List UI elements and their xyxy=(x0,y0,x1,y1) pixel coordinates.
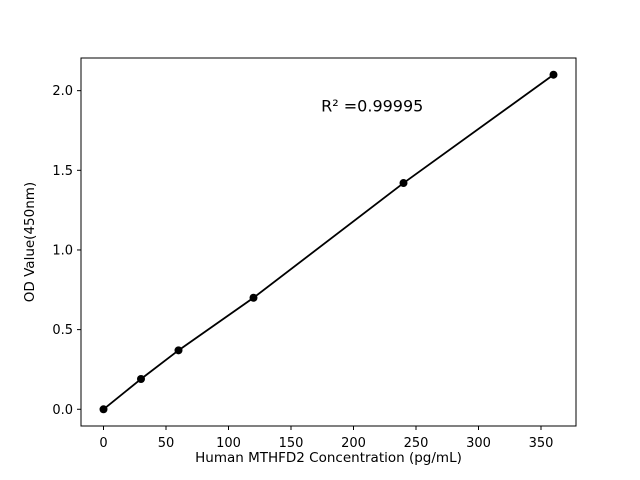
data-point-marker xyxy=(249,293,258,302)
data-point-marker xyxy=(549,70,558,79)
y-tick-label: 1.0 xyxy=(52,243,73,258)
x-tick-label: 200 xyxy=(341,436,366,451)
fit-line xyxy=(102,73,555,411)
y-tick-label: 0.0 xyxy=(52,403,73,418)
y-tick-label: 2.0 xyxy=(52,84,73,99)
y-tick-label: 1.5 xyxy=(52,164,73,179)
axes-frame xyxy=(80,57,577,427)
data-point-marker xyxy=(137,375,145,384)
r-squared-annotation: R² =0.99995 xyxy=(321,96,423,115)
x-axis-label: Human MTHFD2 Concentration (pg/mL) xyxy=(195,450,462,466)
data-point-marker xyxy=(174,346,183,355)
x-tick-label: 100 xyxy=(216,436,241,451)
data-point-marker xyxy=(99,405,108,414)
x-tick-label: 0 xyxy=(99,436,107,451)
x-tick-label: 300 xyxy=(466,436,491,451)
x-tick-label: 50 xyxy=(158,436,175,451)
y-tick-label: 0.5 xyxy=(52,323,73,338)
x-tick-label: 250 xyxy=(404,436,429,451)
x-tick-label: 150 xyxy=(279,436,304,451)
y-axis-label: OD Value(450nm) xyxy=(22,182,38,302)
x-tick-label: 350 xyxy=(529,436,554,451)
data-point-marker xyxy=(399,179,408,188)
